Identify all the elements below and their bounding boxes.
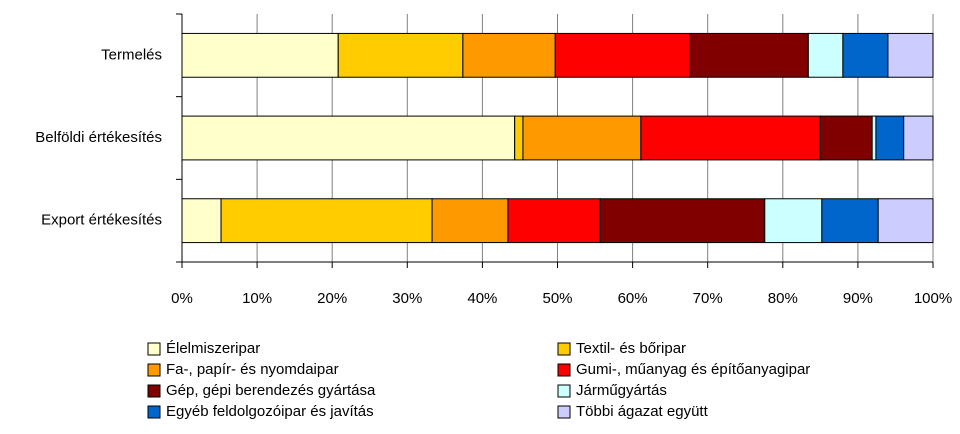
legend-label: Gép, gépi berendezés gyártása (166, 382, 376, 399)
bar-segment (764, 198, 823, 244)
x-tick-label: 60% (618, 290, 648, 307)
bar-segment (871, 115, 877, 161)
bar-segment (821, 198, 879, 244)
x-tick-label: 50% (542, 290, 572, 307)
bar-segment (431, 198, 509, 244)
bar-segment (599, 198, 766, 244)
x-tick-label: 100% (914, 290, 952, 307)
bar-segment (462, 32, 556, 78)
bar-segment (220, 198, 433, 244)
x-tick-label: 20% (317, 290, 347, 307)
x-tick-label: 70% (693, 290, 723, 307)
legend-swatch (147, 405, 161, 419)
y-tick-label: Export értékesítés (41, 212, 162, 229)
legend-label: Textil- és bőripar (576, 340, 686, 357)
x-tick-label: 0% (171, 290, 193, 307)
legend-swatch (147, 342, 161, 356)
legend-swatch (557, 363, 571, 377)
bar-segment (877, 198, 934, 244)
legend-label: Járműgyártás (576, 382, 667, 399)
legend-label: Élelmiszeripar (166, 340, 260, 357)
bar-segment (522, 115, 642, 161)
x-tick-label: 30% (392, 290, 422, 307)
legend-swatch (557, 384, 571, 398)
legend-label: Egyéb feldolgozóipar és javítás (166, 403, 374, 420)
bar-segment (887, 32, 934, 78)
bar-segment (819, 115, 873, 161)
legend-label: Gumi-, műanyag és építőanyagipar (576, 361, 810, 378)
x-tick-label: 90% (843, 290, 873, 307)
bar-segment (337, 32, 464, 78)
bar-segment (807, 32, 844, 78)
bar-segment (842, 32, 889, 78)
legend-swatch (557, 405, 571, 419)
x-tick-label: 80% (768, 290, 798, 307)
bar-segment (554, 32, 691, 78)
bar-segment (181, 198, 222, 244)
bar-segment (903, 115, 934, 161)
y-tick-label: Termelés (101, 46, 162, 63)
y-tick-label: Belföldi értékesítés (35, 129, 162, 146)
legend-label: Többi ágazat együtt (576, 403, 709, 420)
bar-segment (514, 115, 524, 161)
x-tick-label: 40% (467, 290, 497, 307)
x-tick-label: 10% (242, 290, 272, 307)
bar-segment (181, 115, 516, 161)
bar-segment (640, 115, 821, 161)
bar-segment (507, 198, 601, 244)
legend-swatch (147, 384, 161, 398)
legend-swatch (147, 363, 161, 377)
bar-segment (689, 32, 809, 78)
legend-swatch (557, 342, 571, 356)
bar-segment (181, 32, 339, 78)
legend-label: Fa-, papír- és nyomdaipar (166, 361, 339, 378)
bar-segment (875, 115, 905, 161)
